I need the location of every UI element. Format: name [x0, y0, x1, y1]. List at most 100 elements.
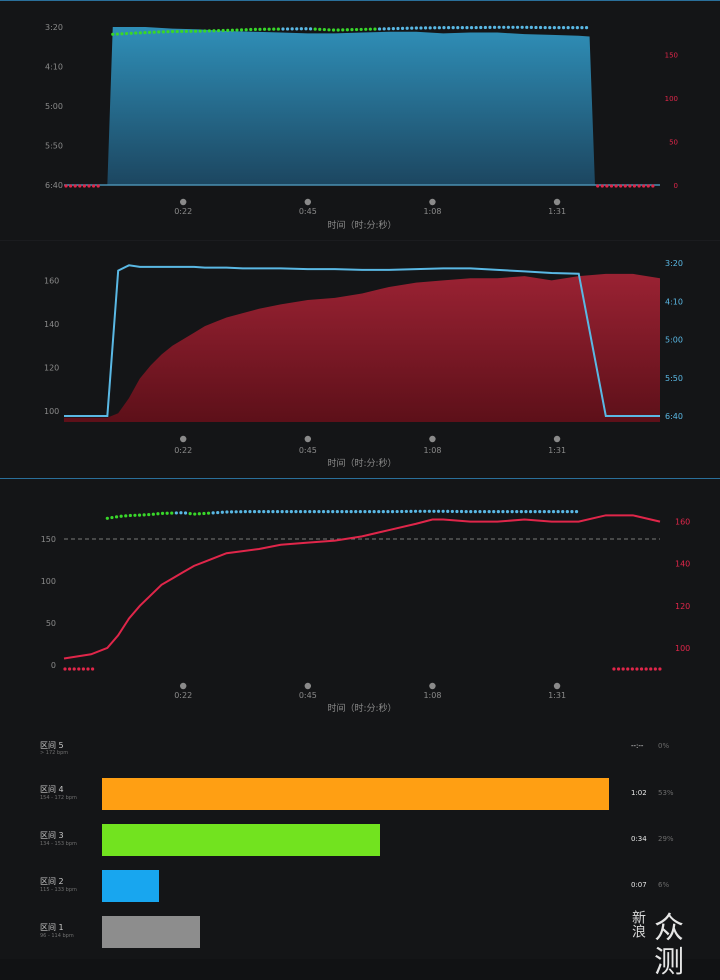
y-left-tick: 140 — [44, 320, 59, 329]
zone-dot — [165, 511, 169, 515]
zone-dot — [294, 510, 298, 514]
y-right-tick: 100 — [675, 644, 690, 653]
zone-dot — [87, 184, 91, 188]
zone-dot — [308, 27, 313, 31]
zone-dot — [436, 509, 441, 513]
zone-dot — [344, 510, 349, 514]
zone-dot — [614, 184, 618, 188]
zone-percent: 6% — [658, 881, 670, 889]
zone-dot — [391, 26, 395, 31]
zone-dot — [105, 516, 109, 520]
x-tick-dot — [180, 198, 187, 206]
zone-dot — [571, 26, 575, 30]
zone-dot — [120, 32, 124, 36]
zone-dot — [203, 29, 207, 33]
zone-dot — [354, 510, 358, 514]
zone-dot — [183, 511, 188, 515]
zone-dot — [285, 510, 289, 514]
zone-dot — [313, 27, 317, 31]
zone-dot — [427, 509, 431, 513]
zone-dot — [308, 510, 312, 514]
zone-range: > 172 bpm — [40, 750, 69, 756]
zone-dot — [119, 514, 123, 518]
zone-dot — [331, 510, 335, 514]
zone-dot — [658, 667, 662, 671]
x-tick-dot — [180, 682, 187, 690]
zone-dot — [152, 30, 156, 34]
zone-dot — [621, 667, 625, 671]
zone-dot — [202, 511, 206, 516]
zone-time: 0:34 — [631, 835, 647, 843]
x-tick-label: 0:45 — [299, 446, 317, 455]
zone-dot — [124, 31, 129, 36]
zone-dot — [455, 509, 459, 514]
zone-dot — [423, 26, 428, 30]
y-left-tick: 5:50 — [45, 142, 63, 151]
zone-dot — [295, 27, 299, 31]
zone-name: 区间 5 — [40, 741, 64, 750]
zone-dot — [92, 184, 96, 188]
zone-dot — [428, 26, 432, 30]
zone-dot — [216, 29, 221, 33]
plot-area — [63, 509, 662, 671]
zone-dot — [413, 509, 418, 513]
zone-dot — [252, 510, 257, 514]
x-tick-dot — [553, 435, 561, 443]
y-right-tick: 140 — [675, 560, 690, 569]
x-tick-dot — [304, 435, 312, 443]
zone-dot — [350, 28, 354, 32]
zone-dot — [281, 27, 285, 31]
zone-row: 区间 3 134 - 153 bpm 0:34 29% — [0, 824, 720, 864]
zone-name: 区间 1 — [40, 923, 64, 932]
x-tick-label: 0:45 — [299, 691, 317, 700]
zone-name: 区间 3 — [40, 831, 64, 840]
x-axis: 0:22 0:45 1:08 1:31 时间（时:分:秒） — [174, 682, 566, 714]
x-tick-label: 0:22 — [174, 446, 192, 455]
zone-dot — [396, 26, 400, 31]
zone-dot — [86, 667, 90, 671]
zone-dot — [341, 28, 345, 32]
zone-dot — [644, 667, 648, 671]
zone-dot — [258, 27, 262, 31]
zone-dot — [229, 510, 234, 514]
zone-dot — [497, 25, 501, 29]
zone-dot — [450, 509, 454, 514]
zone-dot — [524, 510, 528, 514]
zone-dot — [133, 513, 137, 517]
zone-row: 区间 2 115 - 133 bpm 0:07 6% — [0, 870, 720, 910]
zone-dot — [206, 511, 211, 515]
zone-dot — [170, 29, 175, 34]
zone-dot — [335, 510, 339, 514]
pace-line — [64, 264, 660, 417]
zone-dot — [363, 510, 367, 514]
zone-dot — [239, 28, 244, 32]
zone-dot — [272, 27, 276, 31]
y-left-tick: 120 — [44, 364, 59, 373]
zone-dot — [479, 25, 483, 30]
zone-time: 1:02 — [631, 789, 647, 797]
zone-dot — [359, 27, 363, 32]
zone-dot — [180, 29, 184, 33]
zone-dot — [184, 29, 188, 33]
zone-dot — [69, 184, 73, 188]
zone-bar — [102, 778, 609, 810]
zone-dot — [382, 27, 386, 31]
zone-dot — [193, 512, 197, 516]
zone-dot — [161, 30, 165, 34]
zone-dot — [533, 510, 537, 514]
zone-dot — [628, 184, 632, 188]
zone-dot — [78, 184, 82, 188]
x-tick-dot — [429, 682, 436, 690]
zone-dot — [239, 510, 243, 514]
x-tick-dot — [180, 435, 187, 443]
zone-range: 115 - 133 bpm — [40, 887, 77, 893]
pace-heart-rate-panel: 3:20 4:10 5:00 5:50 6:40 150 100 50 0 0:22 0:45 1… — [0, 0, 720, 241]
zone-dot — [459, 509, 464, 514]
zone-dot — [482, 510, 487, 514]
zone-name: 区间 2 — [40, 877, 64, 886]
zone-dot — [410, 26, 414, 30]
zone-dot — [534, 25, 538, 30]
zone-dot — [519, 510, 523, 514]
zone-percent: 0% — [658, 742, 670, 750]
